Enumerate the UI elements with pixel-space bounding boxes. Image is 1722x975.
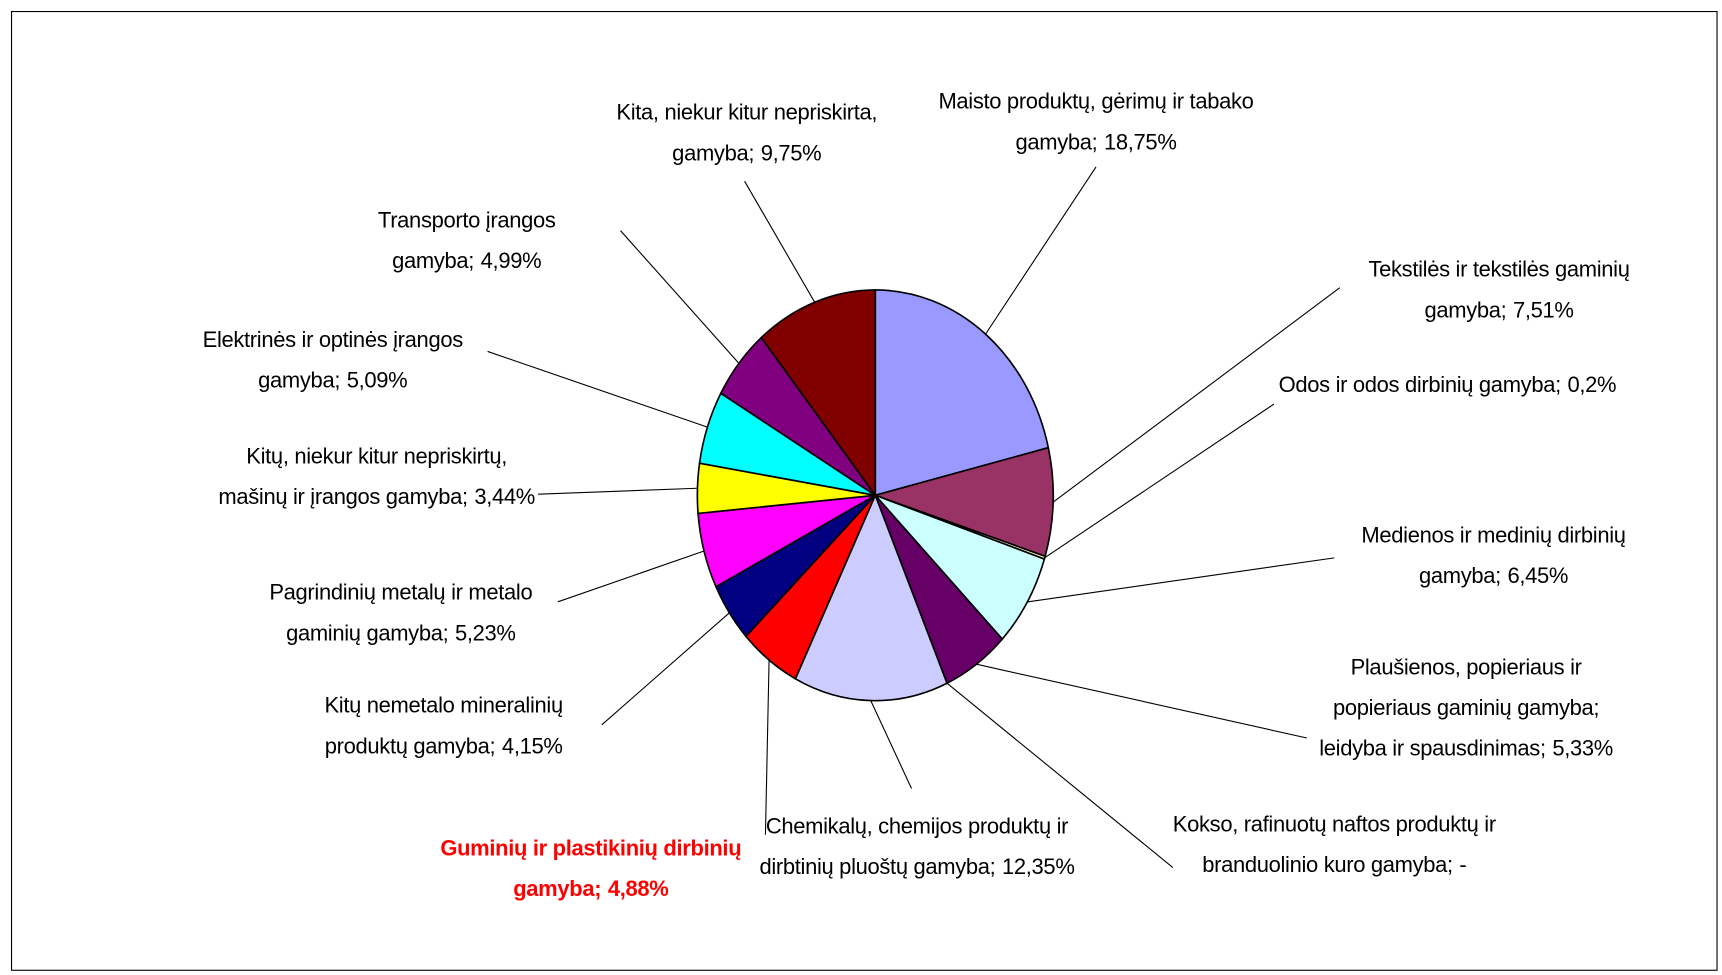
category-name: Plaušienos, popieriaus ir popieriaus gam… xyxy=(1319,655,1600,762)
slice-label: Kokso, rafinuotų naftos produktų ir bran… xyxy=(1170,805,1499,886)
slice-label: Transporto įrangos gamyba; 4,99% xyxy=(302,201,631,282)
value-label: 3,44% xyxy=(474,485,535,510)
category-name: Pagrindinių metalų ir metalo gaminių gam… xyxy=(269,580,533,646)
value-label: 6,45% xyxy=(1507,564,1569,589)
slice-label: Pagrindinių metalų ir metalo gaminių gam… xyxy=(236,573,565,654)
category-name: Kita, niekur kitur nepriskirta, gamyba; xyxy=(616,101,878,166)
leader-line xyxy=(870,700,913,789)
leader-line xyxy=(744,180,816,303)
pie-slice xyxy=(874,289,1050,497)
category-name: Guminių ir plastikinių dirbinių gamyba; xyxy=(440,836,742,902)
slice-label: Guminių ir plastikinių dirbinių gamyba; 4… xyxy=(437,829,744,910)
value-label: - xyxy=(1459,853,1467,878)
leader-line xyxy=(1027,557,1335,603)
category-name: Kitų nemetalo mineralinių produktų gamyb… xyxy=(324,694,563,759)
leader-line xyxy=(946,682,1174,869)
category-name: Maisto produktų, gėrimų ir tabako gamyba… xyxy=(938,90,1254,155)
pie-slice xyxy=(760,289,877,498)
leader-line xyxy=(976,663,1307,739)
value-label: 5,23% xyxy=(454,621,516,646)
slice-label: Medienos ir medinių dirbinių gamyba; 6,45… xyxy=(1329,516,1658,597)
slice-label: Chemikalų, chemijos produktų ir dirbtini… xyxy=(741,807,1092,888)
leader-line xyxy=(620,230,740,364)
value-label: 12,35% xyxy=(1002,855,1075,880)
category-name: Odos ir odos dirbinių gamyba; xyxy=(1278,373,1562,398)
slice-label: Kita, niekur kitur nepriskirta, gamyba; 9… xyxy=(582,93,911,174)
value-label: 5,09% xyxy=(346,368,408,394)
leader-line xyxy=(601,612,730,726)
slice-label: Maisto produktų, gėrimų ir tabako gamyba… xyxy=(931,82,1260,163)
slice-label: Plaušienos, popieriaus ir popieriaus gam… xyxy=(1301,648,1630,770)
slice-label: Odos ir odos dirbinių gamyba; 0,2% xyxy=(1266,366,1628,407)
slice-label: Tekstilės ir tekstilės gaminių gamyba; 7,… xyxy=(1334,250,1663,331)
slice-label: Kitų nemetalo mineralinių produktų gamyb… xyxy=(290,686,597,767)
leader-line xyxy=(557,550,705,603)
leader-line xyxy=(1052,287,1341,503)
value-label: 4,15% xyxy=(501,734,563,759)
value-label: 4,88% xyxy=(607,877,669,902)
value-label: 0,2% xyxy=(1567,373,1617,398)
leader-line xyxy=(1044,403,1275,559)
value-label: 9,75% xyxy=(760,141,822,166)
category-name: Medienos ir medinių dirbinių gamyba; xyxy=(1361,523,1626,589)
chart-frame xyxy=(10,10,1718,971)
leader-line xyxy=(764,660,770,835)
slice-label: Elektrinės ir optinės įrangos gamyba; 5,0… xyxy=(168,321,497,402)
leader-line xyxy=(487,350,708,428)
category-name: Transporto įrangos gamyba; xyxy=(377,208,556,274)
slice-label: Kitų, niekur kitur nepriskirtų, mašinų i… xyxy=(212,437,541,518)
value-label: 5,33% xyxy=(1552,736,1613,762)
category-name: Kokso, rafinuotų naftos produktų ir bran… xyxy=(1172,812,1496,878)
leader-line xyxy=(985,166,1097,335)
category-name: Kitų, niekur kitur nepriskirtų, mašinų i… xyxy=(218,444,508,510)
value-label: 7,51% xyxy=(1512,298,1574,323)
value-label: 18,75% xyxy=(1103,130,1177,155)
value-label: 4,99% xyxy=(480,249,542,274)
category-name: Elektrinės ir optinės įrangos gamyba; xyxy=(202,328,464,394)
category-name: Chemikalų, chemijos produktų ir dirbtini… xyxy=(759,814,1069,880)
pie-slice xyxy=(794,493,949,702)
leader-line xyxy=(538,487,698,495)
category-name: Tekstilės ir tekstilės gaminių gamyba; xyxy=(1368,258,1630,323)
